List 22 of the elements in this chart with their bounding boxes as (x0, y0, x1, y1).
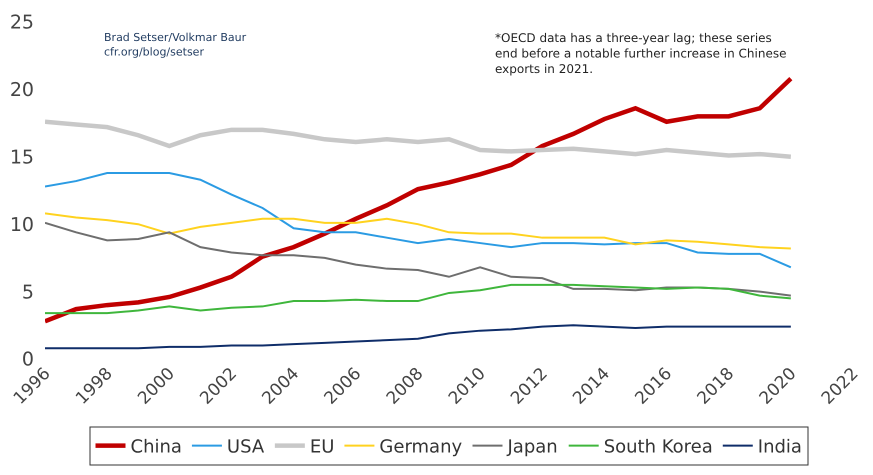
line-series (45, 76, 794, 324)
legend-label: South Korea (604, 436, 713, 458)
line-series (45, 172, 792, 268)
line-series (45, 222, 792, 297)
y-tick-label: 10 (10, 214, 34, 236)
legend-label: USA (226, 436, 265, 458)
legend-label: Japan (506, 436, 558, 458)
y-tick-label: 0 (22, 348, 34, 371)
annotation: *OECD data has a three-year lag; these series end before a notable further increase in Chinese exports in 2021. (495, 31, 786, 76)
legend-label: India (758, 436, 802, 458)
legend-label: China (130, 436, 182, 458)
legend-label: Germany (379, 436, 462, 458)
annotation: Brad Setser/Volkmar Baur cfr.org/blog/setser (104, 31, 247, 58)
line-series (45, 120, 794, 160)
y-tick-label: 5 (22, 281, 34, 304)
line-series (45, 324, 792, 350)
y-tick-label: 20 (10, 79, 34, 102)
line-series (45, 212, 792, 250)
y-tick-label: 25 (10, 12, 34, 34)
y-tick-label: 15 (10, 146, 34, 168)
line-series (45, 284, 792, 314)
legend-label: EU (310, 436, 334, 458)
